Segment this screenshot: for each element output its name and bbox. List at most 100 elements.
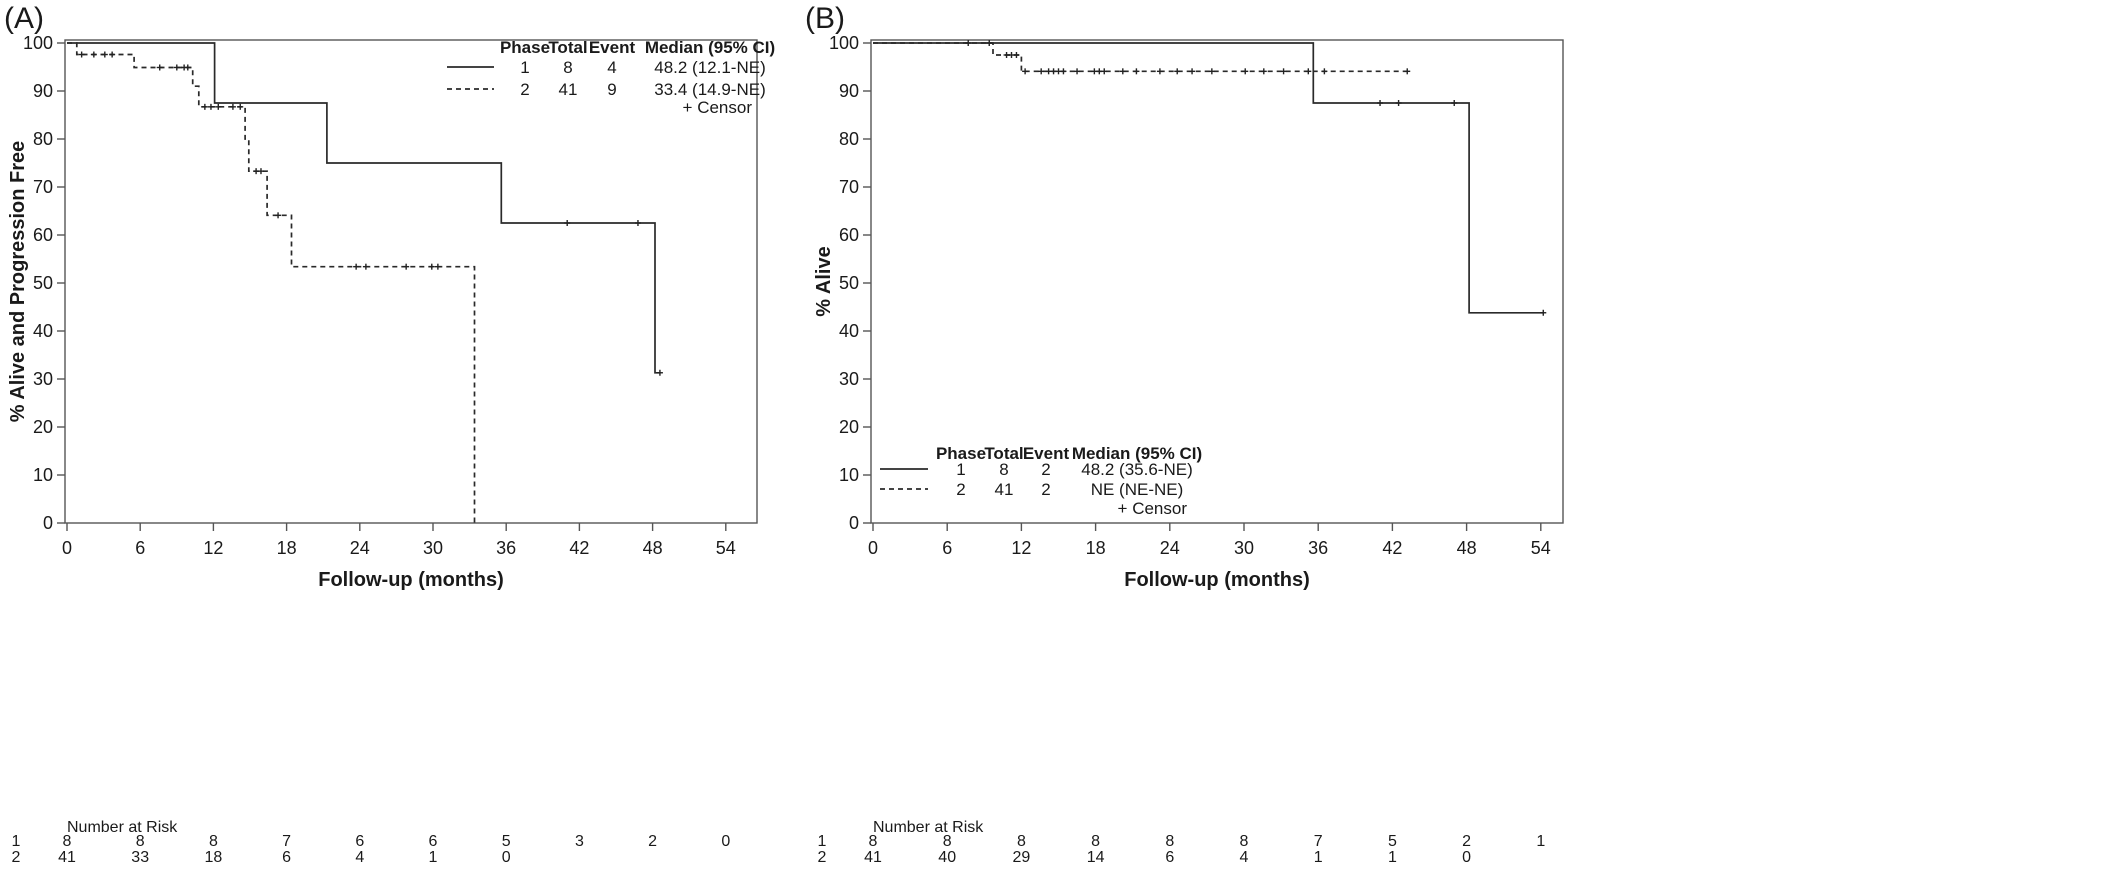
censor-mark-phase-1 [656,369,663,376]
km-curve-phase-1 [67,42,660,374]
censor-mark-phase-2 [428,263,435,270]
legend-header-event: Event [1023,444,1070,463]
risk-row-label: 2 [818,849,827,866]
risk-value: 1 [429,849,438,866]
x-tick-label: 12 [203,538,223,558]
censor-mark-phase-2 [109,51,116,58]
censor-mark-phase-1 [1377,100,1384,106]
risk-value: 3 [575,833,584,850]
x-tick-label: 42 [569,538,589,558]
risk-value: 41 [864,849,882,866]
legend-median: 48.2 (12.1-NE) [654,58,766,77]
risk-value: 0 [502,849,511,866]
legend-median: 33.4 (14.9-NE) [654,80,766,99]
censor-mark-phase-2 [1404,68,1411,75]
legend-header-event: Event [589,38,636,57]
legend-phase: 1 [956,460,965,479]
risk-value: 7 [1314,833,1323,850]
y-tick-label: 40 [33,321,53,341]
censor-mark-phase-1 [564,220,571,226]
risk-value: 8 [209,833,218,850]
risk-value: 18 [205,849,223,866]
legend-phase: 2 [956,480,965,499]
censor-mark-phase-2 [362,263,369,270]
legend-median: NE (NE-NE) [1091,480,1184,499]
censor-mark-phase-2 [1060,68,1067,75]
legend-event: 4 [607,58,616,77]
censor-mark-phase-1 [1395,100,1402,106]
censor-mark-phase-2 [1321,68,1328,75]
risk-row-label: 2 [12,849,21,866]
risk-value: 1 [1536,833,1545,850]
plot-frame [870,39,1564,524]
legend-total: 41 [995,480,1014,499]
risk-value: 1 [1388,849,1397,866]
y-tick-label: 60 [33,225,53,245]
legend-median: 48.2 (35.6-NE) [1081,460,1193,479]
legend-header-phase: Phase [500,38,550,57]
x-tick-label: 48 [643,538,663,558]
legend-total: 8 [999,460,1008,479]
y-tick-label: 60 [839,225,859,245]
y-tick-label: 80 [33,129,53,149]
censor-mark-phase-2 [90,51,97,58]
legend-header-total: Total [984,444,1023,463]
risk-value: 5 [502,833,511,850]
risk-value: 14 [1087,849,1105,866]
risk-value: 2 [648,833,657,850]
risk-value: 8 [63,833,72,850]
x-tick-label: 36 [1308,538,1328,558]
legend-header-median: Median (95% CI) [645,38,775,57]
censor-mark-phase-2 [173,64,180,71]
risk-value: 8 [1165,833,1174,850]
y-tick-label: 70 [839,177,859,197]
legend-header-total: Total [548,38,587,57]
censor-mark-phase-2 [1013,52,1020,58]
censor-mark-phase-2 [201,103,208,110]
risk-value: 41 [58,849,76,866]
number-at-risk-title: Number at Risk [67,819,178,836]
y-tick-label: 100 [23,33,53,53]
x-tick-label: 0 [62,538,72,558]
y-tick-label: 20 [839,417,859,437]
y-tick-label: 0 [43,513,53,533]
censor-mark-phase-2 [965,40,972,46]
plot-frame [64,39,758,524]
censor-mark-phase-2 [1119,68,1126,75]
y-tick-label: 70 [33,177,53,197]
y-axis-title: % Alive [813,246,835,316]
legend-header-phase: Phase [936,444,986,463]
censor-mark-phase-1 [1451,100,1458,106]
y-tick-label: 30 [33,369,53,389]
censor-mark-phase-2 [275,212,282,219]
x-tick-label: 0 [868,538,878,558]
risk-value: 33 [131,849,149,866]
censor-mark-phase-2 [986,40,993,46]
x-tick-label: 48 [1457,538,1477,558]
legend-censor: + Censor [1118,499,1188,518]
x-tick-label: 30 [423,538,443,558]
censor-mark-phase-2 [156,64,163,71]
risk-value: 4 [1240,849,1249,866]
x-tick-label: 30 [1234,538,1254,558]
censor-mark-phase-2 [1074,68,1081,75]
y-tick-label: 80 [839,129,859,149]
x-tick-label: 18 [1086,538,1106,558]
legend-event: 2 [1041,480,1050,499]
censor-mark-phase-2 [257,168,264,175]
censor-mark-phase-2 [229,103,236,110]
y-tick-label: 20 [33,417,53,437]
x-tick-label: 36 [496,538,516,558]
censor-mark-phase-2 [101,51,108,58]
censor-mark-phase-2 [1260,68,1267,75]
risk-value: 40 [938,849,956,866]
censor-mark-phase-2 [1133,68,1140,75]
x-tick-label: 18 [277,538,297,558]
risk-value: 1 [1314,849,1323,866]
y-tick-label: 50 [839,273,859,293]
legend-total: 8 [563,58,572,77]
